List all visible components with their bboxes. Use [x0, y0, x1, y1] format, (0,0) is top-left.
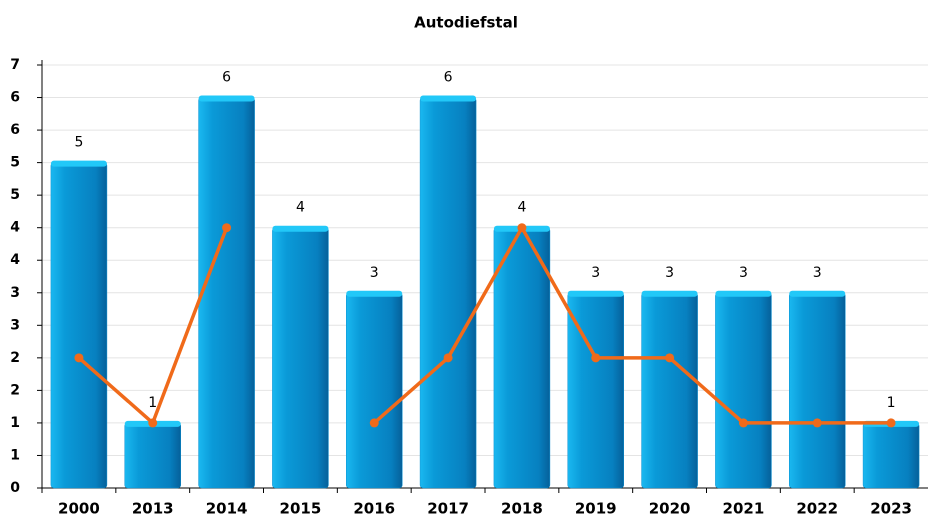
line-point	[665, 353, 675, 363]
y-tick-label: 0	[10, 480, 20, 496]
data-label: 6	[222, 70, 231, 86]
x-tick-label: 2016	[353, 500, 395, 518]
y-tick-label: 6	[10, 122, 20, 138]
data-label: 3	[665, 265, 674, 281]
y-tick-label: 4	[10, 252, 20, 268]
x-tick-label: 2017	[427, 500, 469, 518]
x-tick-label: 2023	[870, 500, 912, 518]
bar-cap	[567, 290, 624, 297]
line-point	[812, 418, 822, 428]
bar	[419, 97, 477, 489]
line-point	[74, 353, 84, 363]
line-point	[443, 353, 453, 363]
line-point	[591, 353, 601, 363]
x-tick-label: 2013	[132, 500, 174, 518]
y-tick-label: 1	[10, 447, 20, 463]
line-point	[148, 418, 158, 428]
bar-cap	[420, 95, 477, 102]
x-tick-label: 2022	[796, 500, 838, 518]
x-tick-label: 2000	[58, 500, 100, 518]
bar	[862, 422, 920, 489]
y-tick-label: 2	[10, 350, 20, 366]
y-tick-label: 7	[10, 57, 20, 73]
bar	[641, 292, 698, 489]
bar	[272, 227, 329, 489]
x-tick-label: 2018	[501, 500, 543, 518]
chart-title: Autodiefstal	[414, 14, 518, 32]
x-tick-label: 2019	[575, 500, 617, 518]
data-label: 1	[887, 395, 896, 411]
data-label: 5	[74, 135, 83, 151]
bar-cap	[789, 290, 846, 297]
bar	[346, 292, 403, 489]
y-tick-label: 6	[10, 90, 20, 106]
data-label: 3	[739, 265, 748, 281]
y-tick-label: 5	[10, 155, 20, 171]
x-tick-label: 2014	[206, 500, 248, 518]
data-label: 3	[813, 265, 822, 281]
data-label: 4	[296, 200, 305, 216]
bar	[789, 292, 846, 489]
y-tick-label: 2	[10, 382, 20, 398]
y-tick-label: 1	[10, 415, 20, 431]
y-tick-label: 3	[10, 317, 20, 333]
bar-cap	[715, 290, 772, 297]
x-tick-label: 2021	[723, 500, 765, 518]
x-tick-label: 2015	[280, 500, 322, 518]
bar-cap	[346, 290, 403, 297]
data-label: 6	[444, 70, 453, 86]
bar-cap	[272, 225, 329, 232]
bar-cap	[641, 290, 698, 297]
bar	[198, 97, 255, 489]
line-point	[222, 223, 232, 233]
y-tick-label: 3	[10, 285, 20, 301]
bar	[124, 422, 181, 489]
data-label: 1	[148, 395, 157, 411]
bar	[50, 162, 108, 489]
line-point	[738, 418, 748, 428]
bar-cap	[198, 95, 255, 102]
data-label: 3	[591, 265, 600, 281]
bar-cap	[50, 160, 107, 167]
data-label: 3	[370, 265, 379, 281]
x-tick-label: 2020	[649, 500, 691, 518]
bar	[493, 227, 551, 489]
line-point	[517, 223, 527, 233]
line-point	[369, 418, 379, 428]
data-label: 4	[517, 200, 526, 216]
bar	[715, 292, 772, 489]
y-tick-label: 5	[10, 187, 20, 203]
line-point	[886, 418, 896, 428]
y-tick-label: 4	[10, 220, 20, 236]
